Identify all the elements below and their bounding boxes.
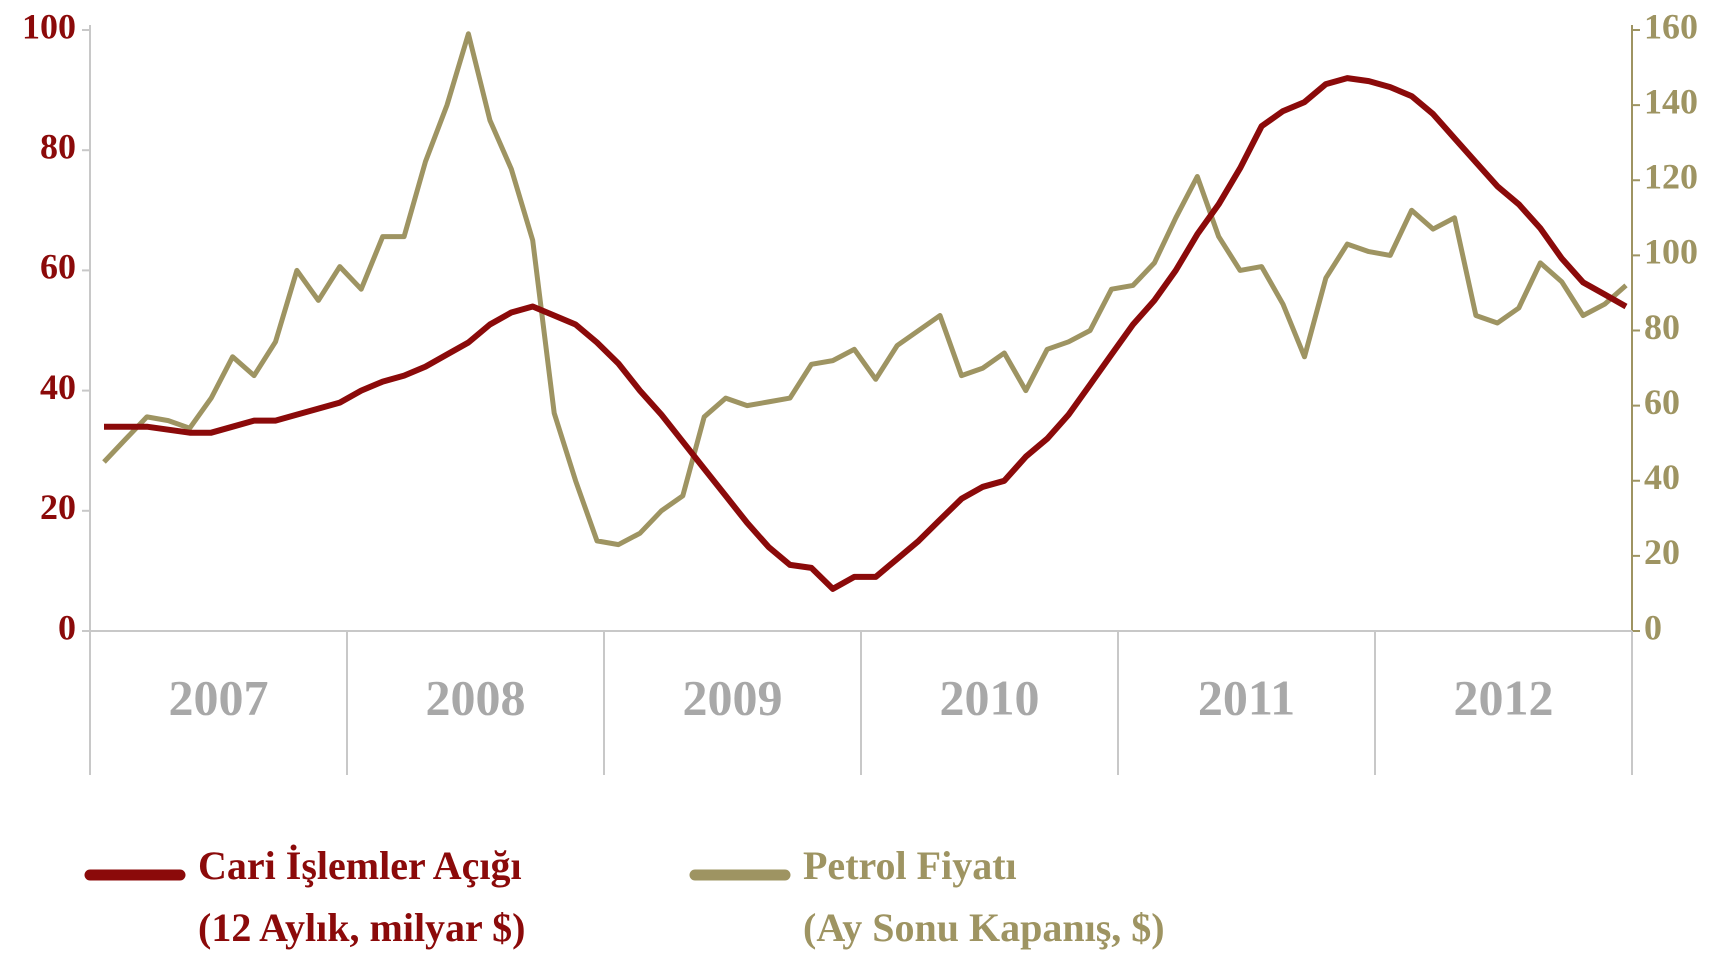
y-tick-label: 80 xyxy=(40,126,76,166)
year-label: 2011 xyxy=(1198,669,1295,725)
y-tick-label: 0 xyxy=(58,607,76,647)
year-label: 2008 xyxy=(426,669,526,725)
y2-tick-label: 120 xyxy=(1644,157,1698,197)
series-line xyxy=(104,75,1628,592)
y2-tick-label: 160 xyxy=(1644,6,1698,46)
y2-tick-label: 60 xyxy=(1644,382,1680,422)
legend-note: (Ay Sonu Kapanış, $) xyxy=(803,905,1165,950)
series-line xyxy=(102,31,1628,548)
year-label: 2009 xyxy=(683,669,783,725)
y2-tick-label: 40 xyxy=(1644,457,1680,497)
year-label: 2010 xyxy=(940,669,1040,725)
year-label: 2012 xyxy=(1454,669,1554,725)
y-tick-label: 60 xyxy=(40,247,76,287)
y2-tick-label: 20 xyxy=(1644,532,1680,572)
y2-tick-label: 100 xyxy=(1644,232,1698,272)
legend-label: Petrol Fiyatı xyxy=(803,843,1017,888)
y2-tick-label: 80 xyxy=(1644,307,1680,347)
legend-label: Cari İşlemler Açığı xyxy=(198,843,522,888)
y2-tick-label: 0 xyxy=(1644,607,1662,647)
y-tick-label: 100 xyxy=(22,6,76,46)
year-label: 2007 xyxy=(169,669,269,725)
legend-note: (12 Aylık, milyar $) xyxy=(198,905,525,950)
y-tick-label: 20 xyxy=(40,487,76,527)
y2-tick-label: 140 xyxy=(1644,81,1698,121)
y-tick-label: 40 xyxy=(40,367,76,407)
